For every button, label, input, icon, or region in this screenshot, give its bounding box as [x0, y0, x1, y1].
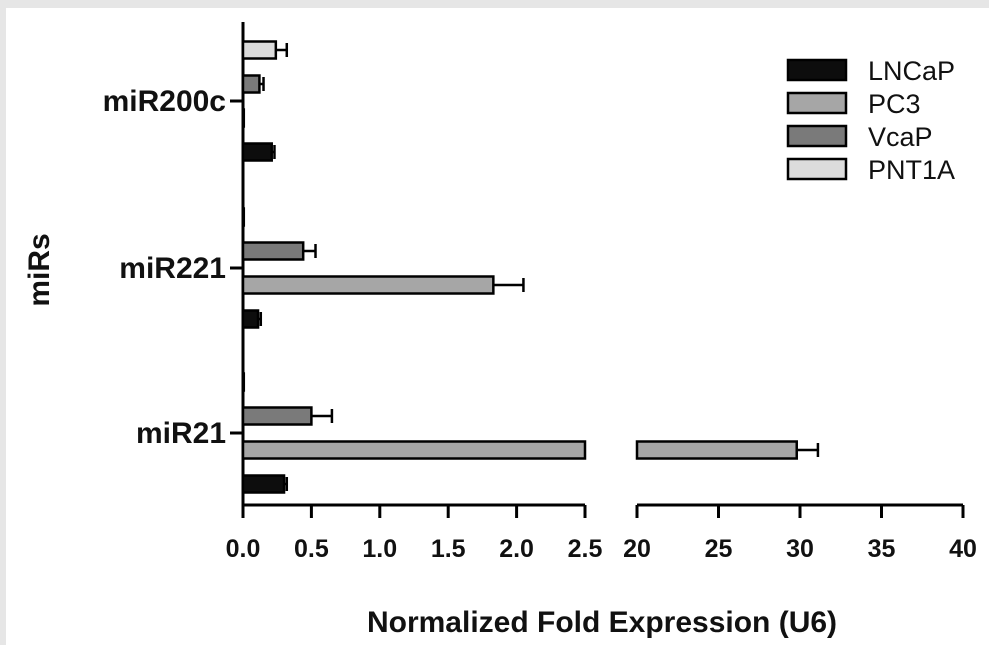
x-axis-title: Normalized Fold Expression (U6) [367, 606, 837, 639]
bar-vcap [241, 406, 313, 426]
bar-lncap [241, 474, 286, 494]
x-tick-label: 2.0 [499, 535, 534, 563]
bar-lncap [241, 309, 260, 329]
bar-pc3 [241, 275, 495, 295]
x-tick-label: 35 [868, 535, 896, 563]
x-tick-label: 20 [623, 535, 651, 563]
bar-pnt1a [241, 40, 278, 60]
y-category-label: miR21 [136, 417, 226, 450]
y-category-label: miR221 [119, 252, 226, 285]
legend-swatch-pc3 [786, 91, 848, 115]
bar-vcap [241, 74, 261, 94]
legend-label-pnt1a: PNT1A [868, 155, 955, 185]
bar-pc3 [241, 108, 246, 128]
x-tick-label: 25 [705, 535, 733, 563]
bar-pnt1a [241, 207, 246, 227]
x-tick-label: 0.5 [294, 535, 329, 563]
x-tick-label: 30 [786, 535, 814, 563]
legend-swatch-pnt1a [786, 157, 848, 181]
legend-label-pc3: PC3 [868, 89, 921, 119]
x-tick-label: 1.5 [431, 535, 466, 563]
chart-frame: miRs Normalized Fold Expression (U6) 0.0… [6, 8, 989, 645]
legend-swatch-vcap [786, 124, 848, 148]
x-tick-label: 1.0 [362, 535, 397, 563]
bar-lncap [241, 142, 273, 162]
legend-label-lncap: LNCaP [868, 56, 955, 86]
legend-swatch-lncap [786, 58, 848, 82]
bar-pnt1a [241, 372, 246, 392]
axes: 0.0 0.5 1.0 1.5 2.0 2.5 20 25 30 35 40 miR200c miR22… [103, 22, 977, 563]
x-tick-label: 2.5 [568, 535, 603, 563]
x-tick-label: 0.0 [226, 535, 261, 563]
bars [241, 40, 820, 494]
x-tick-label: 40 [949, 535, 977, 563]
y-axis-title: miRs [23, 233, 56, 306]
bar-chart: miRs Normalized Fold Expression (U6) 0.0… [23, 22, 977, 639]
bar-vcap [241, 241, 305, 261]
bar-pc3-part-2 [635, 440, 798, 460]
y-category-label: miR200c [103, 85, 226, 118]
bar-pc3-part-1 [241, 440, 587, 460]
legend-label-vcap: VcaP [868, 122, 933, 152]
